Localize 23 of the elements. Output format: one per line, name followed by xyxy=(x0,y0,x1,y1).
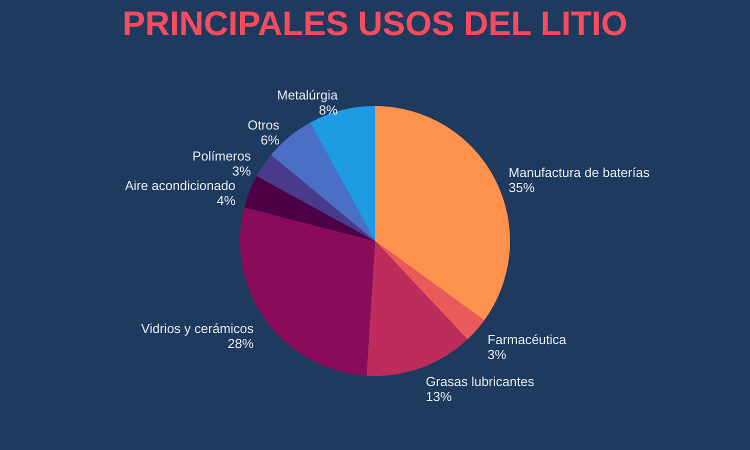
slice-label: Grasas lubricantes xyxy=(426,374,535,390)
pie-slice xyxy=(310,106,375,241)
data-label: 6% xyxy=(260,132,280,148)
data-label: 8% xyxy=(318,102,338,118)
pie-slice xyxy=(366,241,468,376)
data-label: 4% xyxy=(216,192,236,208)
chart-title: PRINCIPALES USOS DEL LITIO xyxy=(122,5,628,43)
slice-label: Manufactura de baterías xyxy=(508,164,650,180)
data-label: 3% xyxy=(488,347,507,362)
data-label: 28% xyxy=(228,336,254,352)
pie-slice xyxy=(256,154,375,241)
pie-slice xyxy=(244,176,375,241)
slice-label: Metalúrgia xyxy=(276,88,338,103)
slice-label: Aire acondicionado xyxy=(124,178,236,193)
pie-slice xyxy=(375,106,510,320)
slice-label: Polímeros xyxy=(192,148,252,164)
data-label: 35% xyxy=(508,180,536,195)
slice-label: Farmacéutica xyxy=(488,332,568,348)
data-label: 13% xyxy=(426,389,452,404)
pie-slice xyxy=(375,241,484,340)
slice-label: Vidrios y cerámicos xyxy=(141,321,254,336)
slice-label: Otros xyxy=(248,117,280,132)
data-label: 3% xyxy=(232,164,252,179)
